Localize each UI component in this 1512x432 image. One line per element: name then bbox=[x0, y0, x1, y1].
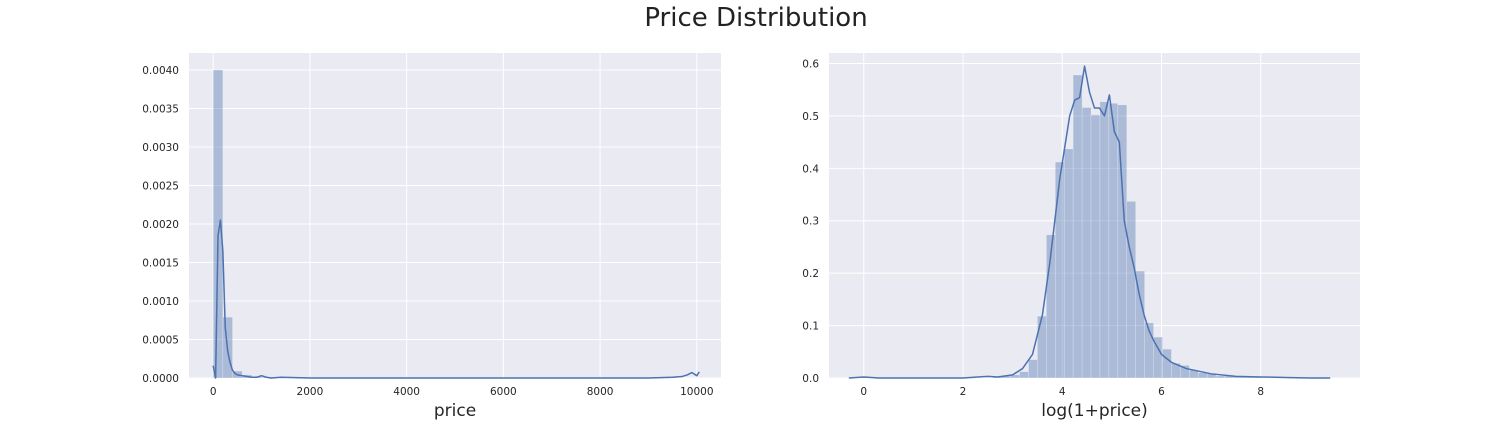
log-price-histogram-bar bbox=[1072, 74, 1083, 379]
log-price-ytick-label: 0.0 bbox=[802, 373, 819, 385]
log-price-xtick-label: 8 bbox=[1257, 386, 1264, 398]
price-xtick-label: 8000 bbox=[587, 386, 614, 398]
figure-title: Price Distribution bbox=[644, 3, 868, 33]
log-price-xtick-label: 6 bbox=[1158, 386, 1165, 398]
log-price-histogram-bar bbox=[1028, 359, 1038, 379]
log-price-x-axis-label: log(1+price) bbox=[1041, 401, 1148, 421]
price-xtick-label: 6000 bbox=[490, 386, 517, 398]
log-price-histogram-bar bbox=[1197, 372, 1208, 379]
log-price-ytick-label: 0.3 bbox=[802, 216, 819, 228]
log-price-ytick-label: 0.6 bbox=[802, 58, 819, 70]
price-ytick-label: 0.0000 bbox=[142, 373, 179, 385]
price-xtick-label: 10000 bbox=[680, 386, 713, 398]
price-ytick-label: 0.0020 bbox=[142, 219, 179, 231]
price-kde-line bbox=[212, 219, 700, 379]
log-price-ytick-label: 0.2 bbox=[802, 268, 819, 280]
log-price-histogram-bar bbox=[1081, 107, 1092, 379]
log-price-xtick-label: 0 bbox=[860, 386, 867, 398]
price-xtick-label: 4000 bbox=[393, 386, 420, 398]
price-ytick-label: 0.0025 bbox=[142, 180, 179, 192]
log-price-histogram-bar bbox=[1054, 161, 1065, 379]
price-xtick-label: 0 bbox=[210, 386, 217, 398]
log-price-histogram-bar bbox=[1135, 270, 1145, 379]
log-price-histogram-bar bbox=[1153, 336, 1163, 379]
log-price-ytick-label: 0.4 bbox=[802, 163, 819, 175]
log-price-histogram-bar bbox=[1063, 148, 1074, 379]
log-price-xtick-label: 4 bbox=[1059, 386, 1066, 398]
log-price-ytick-label: 0.1 bbox=[802, 321, 819, 333]
price-plot-area bbox=[189, 53, 721, 378]
price-x-axis-label: price bbox=[434, 401, 476, 421]
price-histogram-bar bbox=[212, 69, 224, 379]
log-price-histogram-bar bbox=[1019, 371, 1029, 379]
price-ytick-label: 0.0005 bbox=[142, 334, 179, 346]
price-ytick-label: 0.0030 bbox=[142, 142, 179, 154]
price-ytick-label: 0.0035 bbox=[142, 103, 179, 115]
price-ytick-label: 0.0040 bbox=[142, 65, 179, 77]
log-price-histogram-bar bbox=[1108, 103, 1119, 379]
log-price-histogram-bar bbox=[1171, 363, 1181, 379]
log-price-xtick-label: 2 bbox=[960, 386, 967, 398]
log-price-histogram-bar bbox=[1046, 234, 1056, 379]
log-price-histogram-bar bbox=[1144, 322, 1154, 379]
price-ytick-label: 0.0015 bbox=[142, 257, 179, 269]
log-price-histogram-bar bbox=[1126, 201, 1136, 379]
log-price-histogram-bar bbox=[1037, 315, 1047, 379]
log-price-histogram-bar bbox=[1215, 375, 1226, 379]
price-xtick-label: 2000 bbox=[297, 386, 324, 398]
log-price-ytick-label: 0.5 bbox=[802, 111, 819, 123]
log-price-kde-line bbox=[848, 65, 1331, 379]
log-price-histogram-bar bbox=[1010, 374, 1020, 379]
log-price-histogram-bar bbox=[1162, 348, 1172, 379]
log-price-histogram-bar bbox=[1090, 114, 1101, 379]
log-price-histogram-bar bbox=[1099, 101, 1110, 379]
log-price-histogram-bar bbox=[1117, 104, 1128, 379]
log-price-histogram-bar bbox=[1180, 365, 1190, 379]
price-ytick-label: 0.0010 bbox=[142, 296, 179, 308]
